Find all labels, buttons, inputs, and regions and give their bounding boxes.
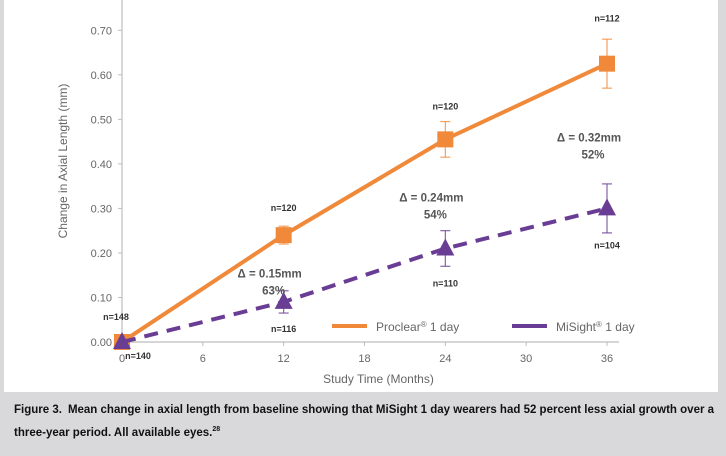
sample-size-label: n=120 [432,101,458,111]
y-tick-label: 0.20 [91,248,112,260]
data-point-triangle [598,198,616,216]
x-tick-label: 18 [358,353,370,365]
legend-trademark: ® [421,320,427,329]
sample-size-label: n=148 [103,312,129,322]
sample-size-label: n=140 [125,351,151,361]
legend-name: MiSight [556,320,597,334]
caption-reference: 28 [212,426,221,433]
legend-trademark: ® [596,320,602,329]
y-tick-label: 0.50 [91,114,112,126]
legend-label: MiSight® 1 day [556,320,635,334]
x-tick-label: 36 [601,353,613,365]
x-tick-label: 30 [520,353,532,365]
y-tick-label: 0.40 [91,159,112,171]
legend-name: Proclear [376,320,421,334]
legend-label: Proclear® 1 day [376,320,459,334]
y-tick-label: 0.00 [91,337,112,349]
delta-annotation: Δ = 0.24mm [399,193,463,205]
legend-suffix: 1 day [602,320,635,334]
data-point-square [437,131,454,148]
y-axis-title: Change in Axial Length (mm) [56,84,70,239]
delta-annotation: Δ = 0.32mm [557,133,621,145]
figure-label: Figure 3. [14,404,62,416]
y-tick-label: 0.10 [91,292,112,304]
data-point-square [599,55,615,72]
sample-size-label: n=120 [271,203,297,213]
x-tick-label: 6 [200,353,206,365]
series-line-misight [121,206,608,344]
x-tick-label: 0 [119,353,125,365]
legend-suffix: 1 day [427,320,460,334]
sample-size-label: n=112 [594,14,619,24]
delta-percent: 63% [262,285,285,297]
y-tick-label: 0.60 [91,70,112,82]
delta-annotation: Δ = 0.15mm [238,268,302,280]
data-point-triangle [113,332,131,349]
plot-panel: 0.00 0.10 0.20 0.30 0.40 0.50 0.60 0.70 0 6 12 18 24… [4,0,718,392]
sample-size-label: n=104 [594,240,620,250]
x-tick-label: 24 [439,353,451,365]
delta-percent: 54% [424,210,447,222]
sample-size-label: n=116 [271,324,296,334]
delta-percent: 52% [581,150,604,162]
x-tick-label: 12 [278,353,290,365]
x-axis-title: Study Time (Months) [323,372,434,386]
series-line-proclear [120,61,608,344]
caption-text: Mean change in axial length from baselin… [14,404,715,439]
data-point-triangle [274,291,293,309]
data-point-square [275,227,292,244]
sample-size-label: n=110 [433,278,458,288]
axial-length-chart: 0.00 0.10 0.20 0.30 0.40 0.50 0.60 0.70 0 6 12 18 24… [56,0,635,386]
y-tick-label: 0.70 [91,25,112,37]
figure-caption: Figure 3. Mean change in axial length fro… [14,401,716,443]
data-point-triangle [436,238,455,256]
y-tick-label: 0.30 [91,203,112,215]
